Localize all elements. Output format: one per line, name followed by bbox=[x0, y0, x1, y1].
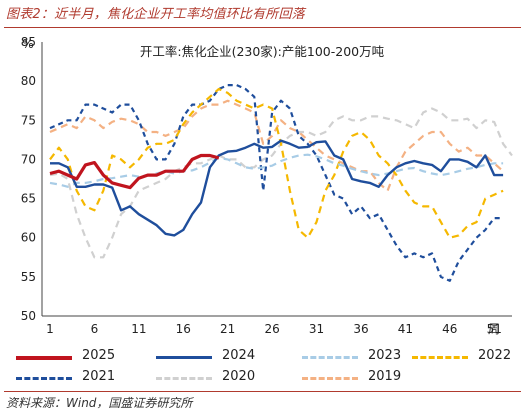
legend-label: 2020 bbox=[222, 369, 256, 384]
line-chart: 开工率:焦化企业(230家):产能100-200万吨 % 周 50 55 60 65 7… bbox=[21, 35, 513, 336]
y-tick-label: 85 bbox=[21, 35, 36, 49]
chart-frame bbox=[41, 42, 512, 317]
x-tick-label: 16 bbox=[176, 322, 191, 336]
series-line-2021 bbox=[49, 83, 504, 282]
x-tick-label: 51 bbox=[487, 322, 502, 336]
legend-label: 2024 bbox=[222, 348, 256, 363]
legend-swatch bbox=[16, 356, 72, 360]
x-axis-label: 周 bbox=[488, 322, 500, 336]
y-tick-label: 70 bbox=[21, 152, 36, 166]
source-note: 资料来源：Wind，国盛证券研究所 bbox=[6, 396, 193, 410]
x-tick-label: 36 bbox=[353, 322, 368, 336]
x-tick-label: 46 bbox=[442, 322, 457, 336]
legend: 2025 2024 2023 2022 2021 2020 2019 bbox=[16, 348, 516, 388]
series-line-2022 bbox=[49, 87, 504, 239]
x-tick-label: 41 bbox=[398, 322, 413, 336]
x-tick-label: 21 bbox=[220, 322, 235, 336]
y-tick-label: 60 bbox=[21, 231, 36, 245]
legend-swatch bbox=[16, 377, 72, 380]
legend-label: 2019 bbox=[368, 369, 402, 384]
legend-label: 2022 bbox=[478, 348, 512, 363]
x-tick-label: 26 bbox=[264, 322, 279, 336]
series-line-2023 bbox=[49, 153, 504, 188]
legend-label: 2023 bbox=[368, 348, 402, 363]
x-tick-label: 31 bbox=[309, 322, 324, 336]
y-tick-label: 65 bbox=[21, 192, 36, 206]
legend-swatch bbox=[302, 377, 358, 380]
figure-title: 图表2：近半月，焦化企业开工率均值环比有所回落 bbox=[6, 7, 305, 22]
series-line-2019 bbox=[49, 99, 504, 192]
source-rule bbox=[4, 391, 521, 392]
legend-swatch bbox=[156, 356, 212, 359]
series-line-2024 bbox=[50, 139, 504, 237]
x-tick-label: 11 bbox=[131, 322, 146, 336]
title-rule bbox=[4, 27, 521, 28]
x-ticks: 1 6 11 16 21 26 31 36 41 46 51 bbox=[46, 322, 502, 336]
x-tick-label: 1 bbox=[46, 322, 54, 336]
series-layer bbox=[49, 83, 513, 282]
chart-title: 开工率:焦化企业(230家):产能100-200万吨 bbox=[140, 44, 385, 59]
y-tick-label: 50 bbox=[21, 309, 36, 323]
legend-swatch bbox=[302, 356, 358, 359]
legend-swatch bbox=[156, 377, 212, 380]
legend-label: 2025 bbox=[82, 348, 116, 363]
x-tick-label: 6 bbox=[91, 322, 99, 336]
y-ticks: 50 55 60 65 70 75 80 85 bbox=[21, 35, 36, 323]
series-line-2020 bbox=[49, 107, 513, 259]
y-axis-label: % bbox=[22, 37, 33, 51]
series-line-2025 bbox=[49, 153, 220, 190]
legend-swatch bbox=[412, 356, 468, 359]
legend-label: 2021 bbox=[82, 369, 116, 384]
y-tick-label: 80 bbox=[21, 74, 36, 88]
y-tick-label: 75 bbox=[21, 113, 36, 127]
y-tick-label: 55 bbox=[21, 270, 36, 284]
